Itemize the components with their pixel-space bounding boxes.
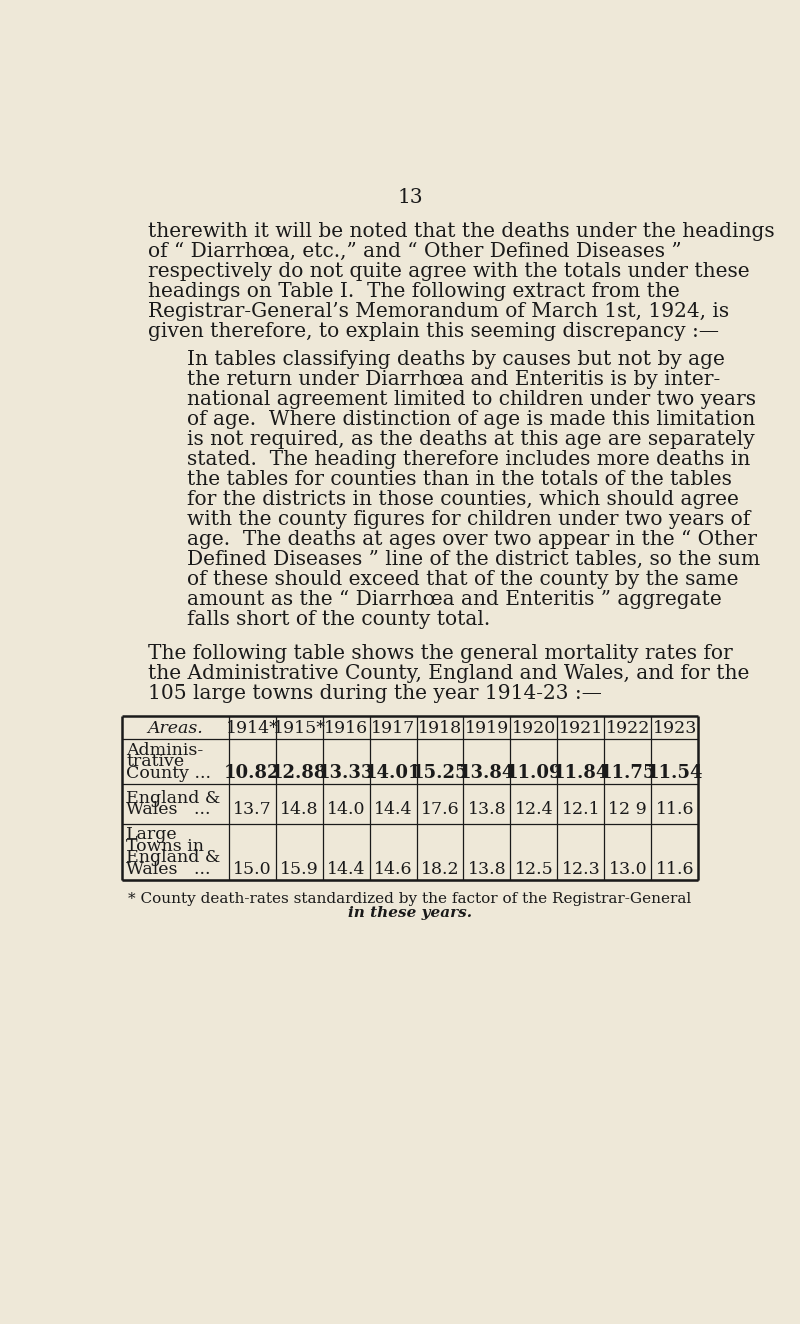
Text: 1919: 1919: [465, 720, 509, 737]
Text: 15.25: 15.25: [412, 764, 468, 782]
Text: 1922: 1922: [606, 720, 650, 737]
Text: falls short of the county total.: falls short of the county total.: [187, 610, 490, 629]
Text: Towns in: Towns in: [126, 838, 204, 854]
Text: of these should exceed that of the county by the same: of these should exceed that of the count…: [187, 571, 738, 589]
Text: 12.5: 12.5: [514, 861, 554, 878]
Text: 11.6: 11.6: [655, 801, 694, 818]
Text: In tables classifying deaths by causes but not by age: In tables classifying deaths by causes b…: [187, 350, 725, 369]
Text: trative: trative: [126, 753, 185, 771]
Text: 13.8: 13.8: [468, 861, 506, 878]
Text: 1918: 1918: [418, 720, 462, 737]
Text: 11.75: 11.75: [600, 764, 656, 782]
Text: age.  The deaths at ages over two appear in the “ Other: age. The deaths at ages over two appear …: [187, 530, 757, 549]
Text: for the districts in those counties, which should agree: for the districts in those counties, whi…: [187, 490, 738, 508]
Text: respectively do not quite agree with the totals under these: respectively do not quite agree with the…: [148, 262, 750, 281]
Text: of “ Diarrhœa, etc.,” and “ Other Defined Diseases ”: of “ Diarrhœa, etc.,” and “ Other Define…: [148, 242, 682, 261]
Text: 1915*: 1915*: [273, 720, 326, 737]
Text: Registrar-General’s Memorandum of March 1st, 1924, is: Registrar-General’s Memorandum of March …: [148, 302, 729, 322]
Text: the Administrative County, England and Wales, and for the: the Administrative County, England and W…: [148, 665, 750, 683]
Text: 17.6: 17.6: [421, 801, 459, 818]
Text: 11.09: 11.09: [506, 764, 562, 782]
Text: in these years.: in these years.: [348, 906, 472, 920]
Text: 1914*: 1914*: [226, 720, 278, 737]
Text: 12.1: 12.1: [562, 801, 600, 818]
Text: 14.01: 14.01: [365, 764, 422, 782]
Text: County ...: County ...: [126, 765, 211, 782]
Text: Defined Diseases ” line of the district tables, so the sum: Defined Diseases ” line of the district …: [187, 549, 760, 569]
Text: Wales   ...: Wales ...: [126, 861, 211, 878]
Text: with the county figures for children under two years of: with the county figures for children und…: [187, 510, 750, 530]
Text: the return under Diarrhœa and Enteritis is by inter-: the return under Diarrhœa and Enteritis …: [187, 369, 720, 389]
Text: 14.4: 14.4: [374, 801, 412, 818]
Text: 12 9: 12 9: [609, 801, 647, 818]
Text: 105 large towns during the year 1914-23 :—: 105 large towns during the year 1914-23 …: [148, 685, 602, 703]
Text: 11.54: 11.54: [646, 764, 703, 782]
Text: 13.7: 13.7: [233, 801, 271, 818]
Text: the tables for counties than in the totals of the tables: the tables for counties than in the tota…: [187, 470, 732, 489]
Text: 11.6: 11.6: [655, 861, 694, 878]
Text: 12.3: 12.3: [562, 861, 600, 878]
Text: Adminis-: Adminis-: [126, 741, 203, 759]
Text: Wales   ...: Wales ...: [126, 801, 211, 818]
Text: therewith it will be noted that the deaths under the headings: therewith it will be noted that the deat…: [148, 222, 774, 241]
Text: 14.8: 14.8: [280, 801, 318, 818]
Text: The following table shows the general mortality rates for: The following table shows the general mo…: [148, 643, 733, 663]
Text: 13.33: 13.33: [318, 764, 374, 782]
Text: 10.82: 10.82: [224, 764, 280, 782]
Text: 13: 13: [397, 188, 423, 207]
Text: 11.84: 11.84: [553, 764, 609, 782]
Text: 1916: 1916: [324, 720, 368, 737]
Text: England &: England &: [126, 849, 221, 866]
Text: 1920: 1920: [512, 720, 556, 737]
Text: Large: Large: [126, 826, 178, 843]
Text: 14.6: 14.6: [374, 861, 412, 878]
Text: stated.  The heading therefore includes more deaths in: stated. The heading therefore includes m…: [187, 450, 750, 469]
Text: 14.4: 14.4: [327, 861, 366, 878]
Text: 15.0: 15.0: [233, 861, 271, 878]
Text: 1923: 1923: [653, 720, 697, 737]
Text: 13.84: 13.84: [458, 764, 515, 782]
Text: 15.9: 15.9: [280, 861, 318, 878]
Text: 13.0: 13.0: [609, 861, 647, 878]
Text: Areas.: Areas.: [147, 720, 203, 737]
Text: 1921: 1921: [558, 720, 603, 737]
Text: England &: England &: [126, 790, 221, 806]
Text: 12.88: 12.88: [271, 764, 327, 782]
Text: is not required, as the deaths at this age are separately: is not required, as the deaths at this a…: [187, 430, 754, 449]
Text: amount as the “ Diarrhœa and Enteritis ” aggregate: amount as the “ Diarrhœa and Enteritis ”…: [187, 591, 722, 609]
Text: 13.8: 13.8: [468, 801, 506, 818]
Text: national agreement limited to children under two years: national agreement limited to children u…: [187, 389, 756, 409]
Text: 14.0: 14.0: [327, 801, 366, 818]
Text: 18.2: 18.2: [421, 861, 459, 878]
Text: headings on Table I.  The following extract from the: headings on Table I. The following extra…: [148, 282, 680, 301]
Text: * County death-rates standardized by the factor of the Registrar-General: * County death-rates standardized by the…: [128, 892, 692, 906]
Text: given therefore, to explain this seeming discrepancy :—: given therefore, to explain this seeming…: [148, 322, 719, 342]
Text: 1917: 1917: [371, 720, 415, 737]
Text: 12.4: 12.4: [514, 801, 554, 818]
Text: of age.  Where distinction of age is made this limitation: of age. Where distinction of age is made…: [187, 410, 755, 429]
